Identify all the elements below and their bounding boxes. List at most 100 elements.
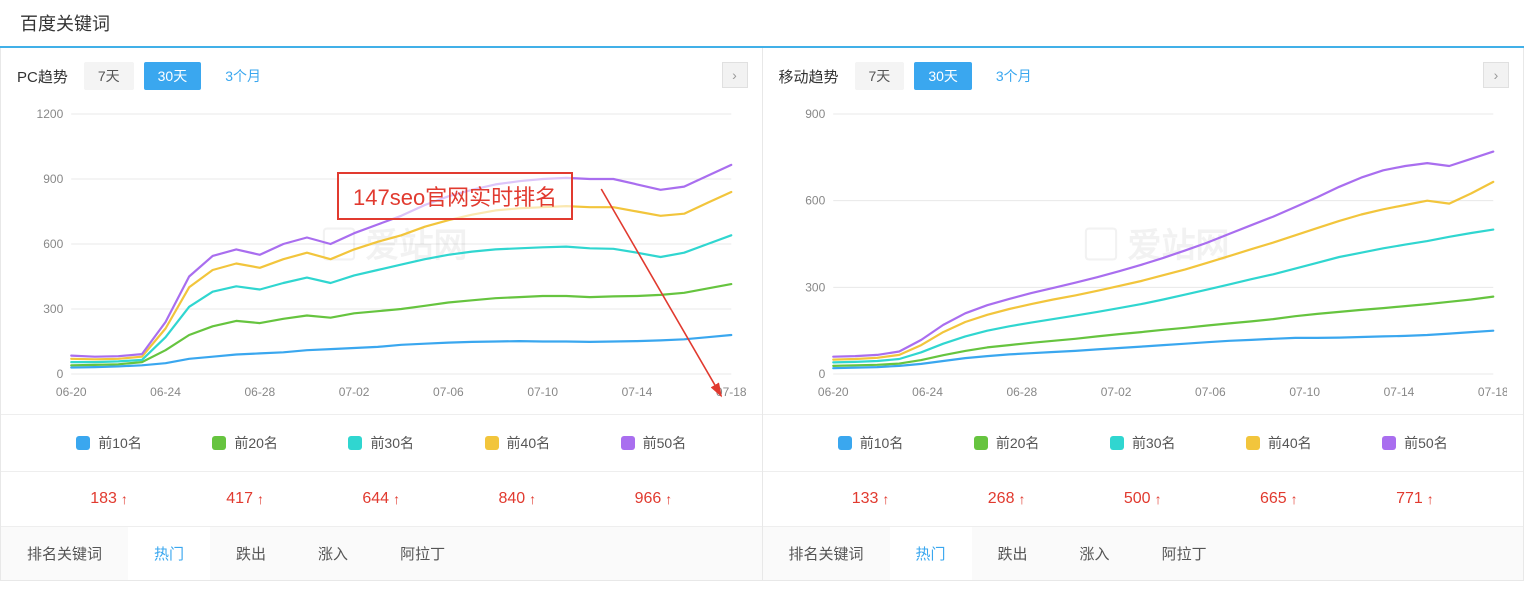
tab-0[interactable]: 排名关键词	[1, 527, 128, 580]
range-btn-2[interactable]: 3个月	[211, 62, 275, 90]
stats-row: 133↑268↑500↑665↑771↑	[763, 471, 1524, 526]
pc-trend-panel: PC趋势 7天 30天 3个月 › 147seo官网实时排名 0 300 600 900 1200 0…	[0, 48, 763, 581]
tab-1[interactable]: 热门	[128, 527, 210, 580]
arrow-up-icon: ↑	[257, 491, 264, 507]
x-tick-label: 07-02	[339, 385, 370, 399]
x-tick-label: 06-28	[1006, 385, 1037, 399]
y-tick-label: 0	[818, 367, 825, 381]
watermark: ▢ 爱站网	[322, 227, 467, 265]
tab-4[interactable]: 阿拉丁	[374, 527, 471, 580]
range-btn-0[interactable]: 7天	[84, 62, 134, 90]
legend-item-s50[interactable]: 前50名	[621, 433, 687, 453]
legend-swatch	[1110, 436, 1124, 450]
arrow-up-icon: ↑	[1291, 491, 1298, 507]
range-btn-1[interactable]: 30天	[914, 62, 972, 90]
y-tick-label: 900	[43, 172, 63, 186]
arrow-up-icon: ↑	[665, 491, 672, 507]
legend-swatch	[1246, 436, 1260, 450]
stat-3: 840↑	[498, 490, 536, 508]
x-tick-label: 07-10	[527, 385, 558, 399]
x-tick-label: 06-20	[56, 385, 87, 399]
panel-title: 移动趋势	[779, 66, 839, 87]
mobile-trend-panel: 移动趋势7天30天3个月›030060090006-2006-2406-2807…	[763, 48, 1524, 581]
stat-value: 500	[1124, 490, 1151, 508]
chevron-right-icon[interactable]: ›	[722, 62, 748, 88]
legend-swatch	[838, 436, 852, 450]
x-tick-label: 06-24	[150, 385, 181, 399]
x-tick-label: 06-24	[912, 385, 943, 399]
legend-label: 前30名	[370, 433, 414, 453]
annotation-box: 147seo官网实时排名	[337, 172, 573, 220]
legend-swatch	[974, 436, 988, 450]
stat-value: 644	[362, 490, 389, 508]
legend-swatch	[76, 436, 90, 450]
legend-item-s30[interactable]: 前30名	[348, 433, 414, 453]
panel-title: PC趋势	[17, 66, 68, 87]
y-tick-label: 600	[805, 194, 825, 208]
legend-label: 前40名	[507, 433, 551, 453]
arrow-up-icon: ↑	[882, 491, 889, 507]
tab-3[interactable]: 涨入	[1054, 527, 1136, 580]
tab-0[interactable]: 排名关键词	[763, 527, 890, 580]
tab-2[interactable]: 跌出	[972, 527, 1054, 580]
chart-wrap: 030060090006-2006-2406-2807-0207-0607-10…	[763, 104, 1524, 414]
legend: 前10名 前20名 前30名 前40名 前50名	[1, 414, 762, 471]
arrow-up-icon: ↑	[121, 491, 128, 507]
stat-2: 644↑	[362, 490, 400, 508]
arrow-up-icon: ↑	[1427, 491, 1434, 507]
y-tick-label: 1200	[37, 107, 64, 121]
series-line-s20	[71, 284, 731, 365]
panel-head: 移动趋势 7天 30天 3个月 ›	[763, 48, 1524, 104]
legend: 前10名 前20名 前30名 前40名 前50名	[763, 414, 1524, 471]
tabs: 排名关键词热门跌出涨入阿拉丁	[763, 526, 1524, 580]
panel-head: PC趋势 7天 30天 3个月 ›	[1, 48, 762, 104]
arrow-up-icon: ↑	[1155, 491, 1162, 507]
y-tick-label: 300	[43, 302, 63, 316]
legend-item-s50[interactable]: 前50名	[1382, 433, 1448, 453]
stat-1: 268↑	[988, 490, 1026, 508]
annotation-arrow	[601, 189, 721, 396]
x-tick-label: 07-14	[622, 385, 653, 399]
series-line-s10	[833, 331, 1493, 369]
tab-2[interactable]: 跌出	[210, 527, 292, 580]
legend-label: 前20名	[996, 433, 1040, 453]
tab-3[interactable]: 涨入	[292, 527, 374, 580]
legend-item-s10[interactable]: 前10名	[838, 433, 904, 453]
legend-item-s10[interactable]: 前10名	[76, 433, 142, 453]
tab-4[interactable]: 阿拉丁	[1136, 527, 1233, 580]
legend-swatch	[1382, 436, 1396, 450]
y-tick-label: 600	[43, 237, 63, 251]
legend-item-s30[interactable]: 前30名	[1110, 433, 1176, 453]
legend-item-s20[interactable]: 前20名	[974, 433, 1040, 453]
range-btn-2[interactable]: 3个月	[982, 62, 1046, 90]
legend-label: 前10名	[860, 433, 904, 453]
tabs: 排名关键词热门跌出涨入阿拉丁	[1, 526, 762, 580]
stat-value: 133	[852, 490, 879, 508]
range-btn-1[interactable]: 30天	[144, 62, 202, 90]
y-tick-label: 0	[57, 367, 64, 381]
y-tick-label: 900	[805, 107, 825, 121]
legend-item-s20[interactable]: 前20名	[212, 433, 278, 453]
legend-item-s40[interactable]: 前40名	[485, 433, 551, 453]
legend-item-s40[interactable]: 前40名	[1246, 433, 1312, 453]
stat-1: 417↑	[226, 490, 264, 508]
series-line-s10	[71, 335, 731, 368]
x-tick-label: 07-06	[433, 385, 464, 399]
legend-label: 前50名	[643, 433, 687, 453]
legend-label: 前50名	[1404, 433, 1448, 453]
legend-swatch	[621, 436, 635, 450]
x-tick-label: 07-02	[1100, 385, 1131, 399]
stat-value: 771	[1396, 490, 1423, 508]
stat-0: 133↑	[852, 490, 890, 508]
stat-value: 840	[498, 490, 525, 508]
legend-swatch	[485, 436, 499, 450]
arrow-up-icon: ↑	[529, 491, 536, 507]
chevron-right-icon[interactable]: ›	[1483, 62, 1509, 88]
page-title: 百度关键词	[0, 0, 1524, 46]
x-tick-label: 07-18	[1477, 385, 1507, 399]
tab-1[interactable]: 热门	[890, 527, 972, 580]
x-tick-label: 07-18	[716, 385, 746, 399]
range-btn-0[interactable]: 7天	[855, 62, 905, 90]
x-tick-label: 07-10	[1289, 385, 1320, 399]
arrow-up-icon: ↑	[1018, 491, 1025, 507]
